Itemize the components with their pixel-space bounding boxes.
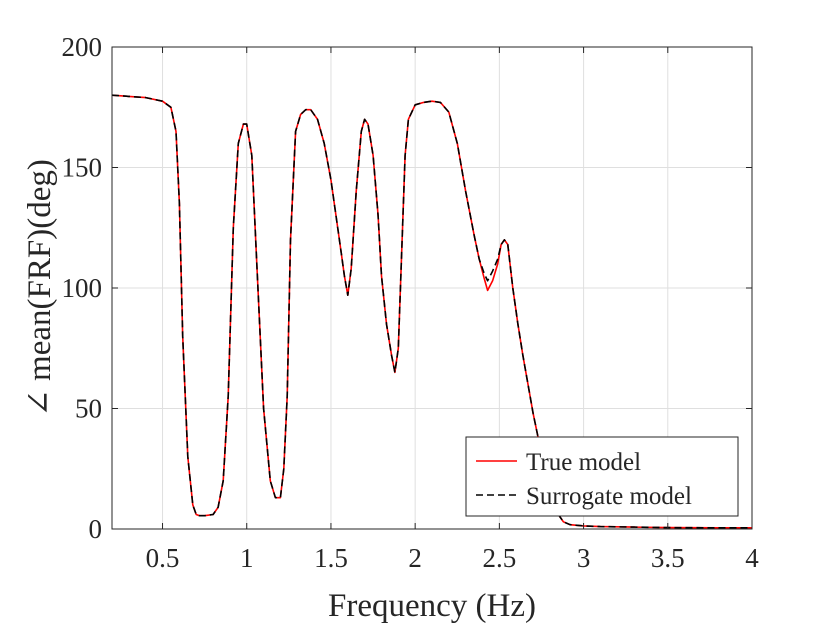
legend-box: [465, 436, 739, 517]
y-tick-label: 200: [62, 32, 103, 62]
legend: True model Surrogate model: [465, 436, 739, 517]
y-tick-label: 0: [89, 514, 103, 544]
y-tick-label: 50: [75, 394, 102, 424]
series-line-surrogate-model: [111, 94, 752, 529]
y-tick-label: 100: [62, 273, 103, 303]
series-layer: [111, 94, 752, 529]
x-axis-label: Frequency (Hz): [328, 588, 536, 623]
x-tick-label: 2: [408, 543, 422, 573]
legend-label-surrogate-model: Surrogate model: [526, 483, 692, 510]
tick-layer: 0.5 1 1.5 2 2.5 3 3.5 4 0 50 100 150 200: [62, 32, 760, 573]
x-tick-label: 0.5: [146, 543, 180, 573]
x-tick-label: 1: [240, 543, 254, 573]
x-tick-label: 4: [745, 543, 759, 573]
x-tick-label: 1.5: [314, 543, 348, 573]
legend-label-true-model: True model: [526, 449, 641, 476]
x-tick-label: 2.5: [482, 543, 516, 573]
y-tick-label: 150: [62, 153, 103, 183]
x-tick-label: 3: [577, 543, 591, 573]
y-axis-label: ∠ mean(FRF)(deg): [22, 159, 58, 417]
x-tick-label: 3.5: [651, 543, 685, 573]
